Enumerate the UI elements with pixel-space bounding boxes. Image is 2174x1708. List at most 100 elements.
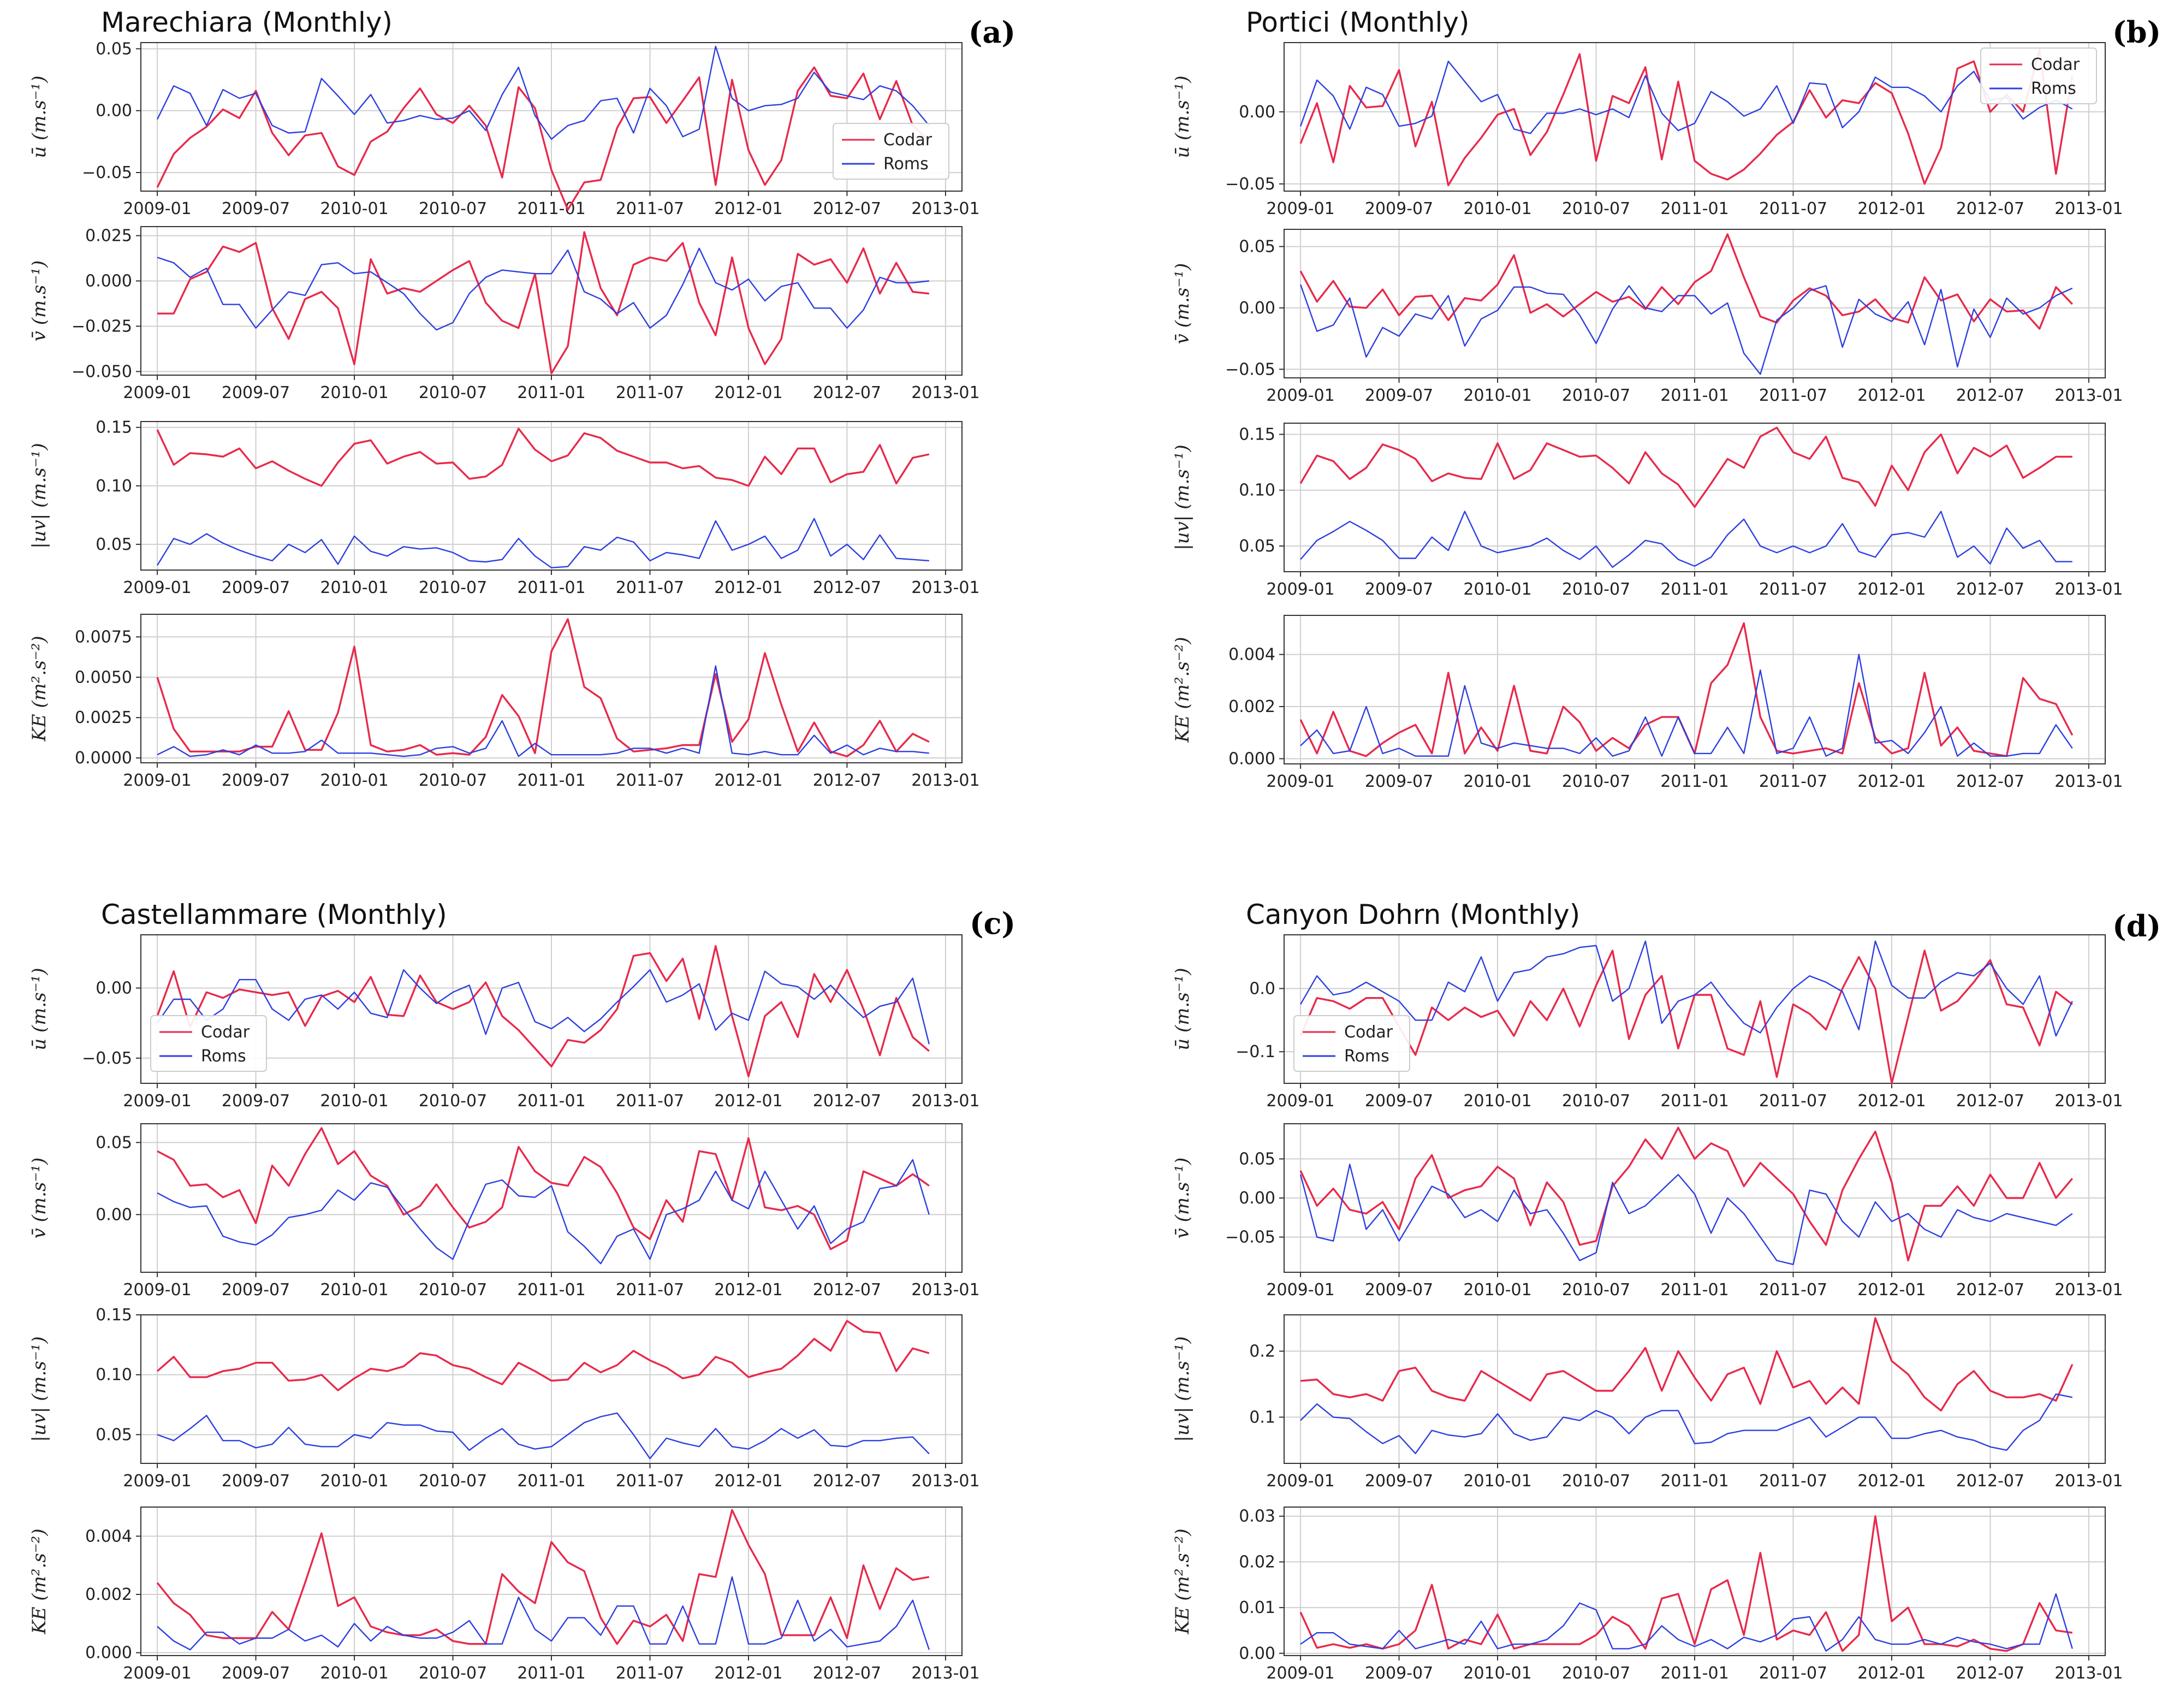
series-line-codar bbox=[1299, 950, 2073, 1084]
x-tick-label: 2010-01 bbox=[320, 199, 388, 218]
x-tick-label: 2011-01 bbox=[517, 1092, 585, 1111]
axes-frame bbox=[140, 1314, 963, 1464]
x-tick-label: 2011-07 bbox=[616, 1092, 684, 1111]
x-tick-label: 2012-07 bbox=[1956, 580, 2024, 599]
x-tick-label: 2009-01 bbox=[123, 1280, 191, 1300]
x-tick-label: 2012-01 bbox=[1857, 1280, 1926, 1300]
x-tick-label: 2013-01 bbox=[911, 578, 979, 597]
x-tick-label: 2009-01 bbox=[123, 771, 191, 790]
x-tick-label: 2009-07 bbox=[222, 771, 290, 790]
y-tick-label: 0.03 bbox=[1239, 1507, 1275, 1526]
x-tick-label: 2011-07 bbox=[1759, 1280, 1827, 1300]
x-tick-label: 2013-01 bbox=[911, 199, 979, 218]
y-tick-label: 0.0000 bbox=[75, 749, 132, 768]
series-line-roms bbox=[1300, 654, 2073, 757]
y-tick-label: 0.10 bbox=[1239, 481, 1275, 500]
y-tick-label: 0.00 bbox=[96, 979, 132, 998]
legend-entry: Roms bbox=[2031, 79, 2076, 98]
x-tick-label: 2009-01 bbox=[123, 578, 191, 597]
series-line-roms bbox=[1300, 940, 2073, 1037]
series-line-roms bbox=[1299, 1164, 2073, 1265]
y-tick-label: 0.0 bbox=[1249, 979, 1275, 998]
y-tick-label: 0.10 bbox=[96, 1366, 132, 1385]
x-tick-label: 2010-07 bbox=[419, 1092, 487, 1111]
x-tick-label: 2010-07 bbox=[1562, 772, 1630, 791]
subplot-4: 2009-01 2009-07 2010-01 2010-07 2011-01 2011-… bbox=[1172, 615, 2123, 791]
subplot-3: 2009-01 2009-07 2010-01 2010-07 2011-01 2011-… bbox=[1172, 423, 2123, 599]
series-line-codar bbox=[156, 66, 930, 211]
subplot-2: 2009-01 2009-07 2010-01 2010-07 2011-01 2011-… bbox=[28, 226, 980, 402]
x-tick-label: 2009-07 bbox=[1365, 580, 1433, 599]
series-line-roms bbox=[157, 518, 929, 568]
x-tick-label: 2011-01 bbox=[1660, 1280, 1728, 1300]
x-tick-label: 2010-01 bbox=[1463, 772, 1531, 791]
x-tick-label: 2010-07 bbox=[419, 383, 487, 402]
legend-entry: Roms bbox=[201, 1047, 246, 1066]
x-tick-label: 2010-07 bbox=[419, 199, 487, 218]
x-tick-label: 2013-01 bbox=[2054, 386, 2123, 405]
y-tick-label: 0.05 bbox=[1239, 237, 1275, 256]
x-tick-label: 2012-07 bbox=[1956, 772, 2024, 791]
y-tick-label: 0.15 bbox=[96, 1306, 132, 1325]
x-tick-label: 2010-01 bbox=[1463, 580, 1531, 599]
axes-frame bbox=[1284, 229, 2106, 378]
y-tick-label: 0.002 bbox=[1228, 697, 1275, 716]
x-tick-label: 2011-01 bbox=[517, 578, 585, 597]
x-tick-label: 2011-01 bbox=[1660, 772, 1728, 791]
x-tick-label: 2011-07 bbox=[1759, 1664, 1827, 1683]
x-tick-label: 2011-01 bbox=[517, 1664, 585, 1683]
x-tick-label: 2009-07 bbox=[222, 1092, 290, 1111]
y-axis-label: v̄ (m.s⁻¹) bbox=[1172, 1158, 1193, 1239]
series-line-roms bbox=[157, 247, 929, 331]
legend-box bbox=[1293, 1015, 1410, 1072]
series-line-codar bbox=[1300, 1317, 2074, 1412]
x-tick-label: 2009-01 bbox=[1266, 1472, 1334, 1491]
legend: Codar Roms bbox=[833, 123, 949, 180]
y-axis-label: |uv| (m.s⁻¹) bbox=[28, 443, 50, 548]
x-tick-label: 2012-01 bbox=[714, 383, 782, 402]
series-line-roms bbox=[1299, 61, 2073, 134]
x-tick-label: 2013-01 bbox=[911, 1664, 979, 1683]
y-tick-label: −0.1 bbox=[1236, 1042, 1275, 1061]
subplot-1: 2009-01 2009-07 2010-01 2010-07 2011-01 2011-… bbox=[28, 39, 980, 218]
y-tick-label: 0.00 bbox=[1239, 299, 1275, 318]
x-tick-label: 2009-01 bbox=[123, 383, 191, 402]
x-tick-label: 2012-01 bbox=[714, 1092, 782, 1111]
panel-label: (c) bbox=[970, 906, 1015, 941]
panel-label: (a) bbox=[969, 15, 1015, 50]
y-axis-label: v̄ (m.s⁻¹) bbox=[28, 1158, 50, 1239]
y-axis-label: KE (m².s⁻²) bbox=[1172, 637, 1193, 743]
y-tick-label: −0.05 bbox=[82, 1049, 132, 1068]
legend-entry: Codar bbox=[2031, 55, 2080, 74]
x-tick-label: 2009-01 bbox=[123, 1664, 191, 1683]
chart-panel-1: Marechiara (Monthly) (a) 2009-01 2009-07 201… bbox=[28, 7, 1015, 790]
x-tick-label: 2011-07 bbox=[1759, 772, 1827, 791]
chart-title: Castellammare (Monthly) bbox=[101, 899, 447, 930]
x-tick-label: 2012-01 bbox=[1857, 580, 1926, 599]
x-tick-label: 2011-07 bbox=[1759, 580, 1827, 599]
x-tick-label: 2009-07 bbox=[222, 199, 290, 218]
x-tick-label: 2013-01 bbox=[2054, 199, 2123, 218]
y-tick-label: −0.050 bbox=[72, 362, 132, 381]
legend-entry: Roms bbox=[883, 155, 929, 174]
x-tick-label: 2012-01 bbox=[1857, 199, 1926, 218]
y-tick-label: 0.0025 bbox=[75, 708, 132, 727]
x-tick-label: 2009-07 bbox=[1365, 1092, 1433, 1111]
y-tick-label: 0.00 bbox=[96, 102, 132, 121]
x-tick-label: 2012-01 bbox=[1857, 1092, 1926, 1111]
x-tick-label: 2010-01 bbox=[320, 1664, 388, 1683]
subplot-4: 2009-01 2009-07 2010-01 2010-07 2011-01 2011-… bbox=[1172, 1507, 2123, 1683]
legend-entry: Roms bbox=[1344, 1047, 1389, 1066]
series-line-codar bbox=[156, 1509, 930, 1645]
series-line-roms bbox=[157, 1159, 930, 1265]
y-tick-label: 0.05 bbox=[96, 535, 132, 554]
x-tick-label: 2012-07 bbox=[813, 199, 881, 218]
x-tick-label: 2012-07 bbox=[813, 1664, 881, 1683]
series-line-roms bbox=[157, 1576, 930, 1651]
axes-frame bbox=[140, 42, 963, 192]
x-tick-label: 2010-07 bbox=[419, 771, 487, 790]
x-tick-label: 2012-07 bbox=[813, 1280, 881, 1300]
y-tick-label: −0.05 bbox=[1225, 175, 1275, 194]
subplot-4: 2009-01 2009-07 2010-01 2010-07 2011-01 2011-… bbox=[28, 614, 980, 790]
y-tick-label: −0.05 bbox=[1225, 1228, 1275, 1247]
